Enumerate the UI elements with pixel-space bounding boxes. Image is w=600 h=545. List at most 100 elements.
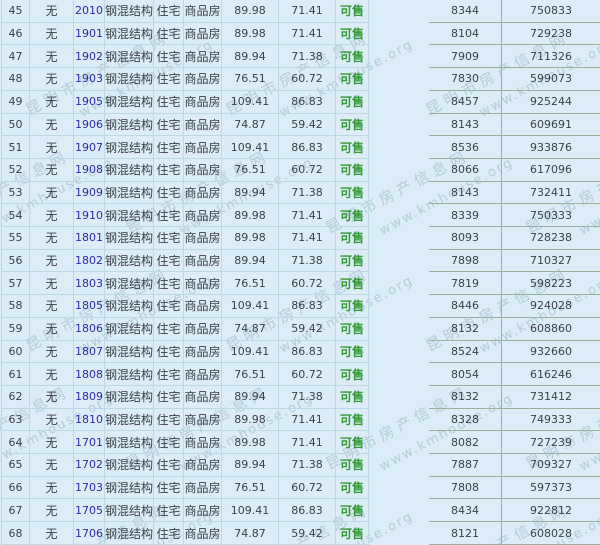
room-number-link[interactable]: 1801 bbox=[74, 227, 105, 249]
cell-unit: 无 bbox=[30, 136, 74, 158]
status-badge: 可售 bbox=[336, 113, 369, 136]
cell-total-price: 933876 bbox=[530, 140, 572, 154]
status-badge: 可售 bbox=[336, 204, 369, 227]
room-number-link[interactable]: 2010 bbox=[74, 0, 105, 22]
cell-usage: 住宅 bbox=[154, 431, 184, 454]
cell-serial-number: 61 bbox=[1, 363, 30, 385]
cell-unit-price: 8446 bbox=[429, 295, 502, 317]
room-number-link[interactable]: 1809 bbox=[74, 385, 105, 408]
cell-serial-number: 54 bbox=[1, 204, 30, 227]
room-number-link[interactable]: 1805 bbox=[74, 295, 105, 317]
cell-usage: 住宅 bbox=[154, 90, 184, 113]
cell-unit-price: 8457 bbox=[429, 90, 502, 113]
room-number-link[interactable]: 1906 bbox=[74, 113, 105, 136]
cell-structure: 钢混结构 bbox=[105, 181, 154, 204]
room-number-link[interactable]: 1705 bbox=[74, 499, 105, 522]
cell-unit-price: 8339 bbox=[429, 204, 502, 227]
cell-usage: 住宅 bbox=[154, 204, 184, 227]
table-row: 65 无 1702 钢混结构 住宅 商品房 89.94 71.38 可售 bbox=[1, 454, 370, 477]
cell-floor-area: 74.87 bbox=[222, 522, 279, 544]
cell-structure: 钢混结构 bbox=[105, 158, 154, 181]
cell-floor-area: 74.87 bbox=[222, 317, 279, 340]
cell-usage: 住宅 bbox=[154, 408, 184, 431]
room-number-link[interactable]: 1701 bbox=[74, 431, 105, 454]
cell-unit-price: 8132 bbox=[429, 317, 502, 340]
cell-category: 商品房 bbox=[184, 0, 222, 22]
status-badge: 可售 bbox=[336, 90, 369, 113]
cell-unit: 无 bbox=[30, 454, 74, 476]
room-number-link[interactable]: 1803 bbox=[74, 272, 105, 295]
cell-structure: 钢混结构 bbox=[105, 363, 154, 385]
room-number-link[interactable]: 1908 bbox=[74, 158, 105, 181]
room-number-link[interactable]: 1807 bbox=[74, 340, 105, 363]
room-number-link[interactable]: 1810 bbox=[74, 408, 105, 431]
cell-inner-area: 71.41 bbox=[279, 22, 336, 45]
cell-floor-area: 89.94 bbox=[222, 45, 279, 68]
status-badge: 可售 bbox=[336, 295, 369, 317]
cell-usage: 住宅 bbox=[154, 295, 184, 317]
cell-usage: 住宅 bbox=[154, 476, 184, 499]
cell-category: 商品房 bbox=[184, 45, 222, 68]
cell-unit: 无 bbox=[30, 317, 74, 340]
cell-usage: 住宅 bbox=[154, 45, 184, 68]
cell-category: 商品房 bbox=[184, 476, 222, 499]
cell-total-price: 729238 bbox=[530, 27, 572, 41]
room-number-link[interactable]: 1907 bbox=[74, 136, 105, 158]
cell-floor-area: 109.41 bbox=[222, 499, 279, 522]
cell-inner-area: 71.38 bbox=[279, 181, 336, 204]
cell-unit: 无 bbox=[30, 22, 74, 45]
price-row: 8328 749333 bbox=[429, 408, 600, 432]
room-number-link[interactable]: 1909 bbox=[74, 181, 105, 204]
cell-total-price: 922812 bbox=[530, 503, 572, 517]
cell-inner-area: 60.72 bbox=[279, 68, 336, 90]
cell-usage: 住宅 bbox=[154, 136, 184, 158]
cell-category: 商品房 bbox=[184, 317, 222, 340]
cell-unit: 无 bbox=[30, 385, 74, 408]
cell-inner-area: 71.41 bbox=[279, 204, 336, 227]
room-number-link[interactable]: 1806 bbox=[74, 317, 105, 340]
cell-structure: 钢混结构 bbox=[105, 272, 154, 295]
cell-floor-area: 109.41 bbox=[222, 90, 279, 113]
room-number-link[interactable]: 1910 bbox=[74, 204, 105, 227]
cell-total-price: 599073 bbox=[530, 72, 572, 86]
price-row: 7898 710327 bbox=[429, 249, 600, 273]
cell-unit: 无 bbox=[30, 295, 74, 317]
price-row: 7830 599073 bbox=[429, 68, 600, 91]
cell-structure: 钢混结构 bbox=[105, 113, 154, 136]
room-number-link[interactable]: 1902 bbox=[74, 45, 105, 68]
cell-unit-price: 8344 bbox=[429, 0, 502, 22]
room-number-link[interactable]: 1706 bbox=[74, 522, 105, 544]
cell-serial-number: 66 bbox=[1, 476, 30, 499]
cell-total-price: 617096 bbox=[530, 163, 572, 177]
cell-unit: 无 bbox=[30, 499, 74, 522]
cell-unit: 无 bbox=[30, 90, 74, 113]
room-number-link[interactable]: 1901 bbox=[74, 22, 105, 45]
room-number-link[interactable]: 1802 bbox=[74, 249, 105, 272]
cell-serial-number: 64 bbox=[1, 431, 30, 454]
room-number-link[interactable]: 1903 bbox=[74, 68, 105, 90]
status-badge: 可售 bbox=[336, 340, 369, 363]
room-number-link[interactable]: 1808 bbox=[74, 363, 105, 385]
cell-total-price: 608860 bbox=[530, 322, 572, 336]
price-row: 8536 933876 bbox=[429, 136, 600, 159]
cell-inner-area: 71.41 bbox=[279, 431, 336, 454]
cell-unit: 无 bbox=[30, 340, 74, 363]
cell-structure: 钢混结构 bbox=[105, 499, 154, 522]
status-badge: 可售 bbox=[336, 431, 369, 454]
cell-serial-number: 47 bbox=[1, 45, 30, 68]
cell-structure: 钢混结构 bbox=[105, 385, 154, 408]
room-number-link[interactable]: 1702 bbox=[74, 454, 105, 476]
cell-inner-area: 71.41 bbox=[279, 0, 336, 22]
cell-floor-area: 109.41 bbox=[222, 295, 279, 317]
cell-serial-number: 67 bbox=[1, 499, 30, 522]
status-badge: 可售 bbox=[336, 22, 369, 45]
table-row: 51 无 1907 钢混结构 住宅 商品房 109.41 86.83 可售 bbox=[1, 136, 370, 159]
cell-usage: 住宅 bbox=[154, 158, 184, 181]
room-number-link[interactable]: 1703 bbox=[74, 476, 105, 499]
table-row: 61 无 1808 钢混结构 住宅 商品房 76.51 60.72 可售 bbox=[1, 363, 370, 386]
cell-category: 商品房 bbox=[184, 227, 222, 249]
cell-structure: 钢混结构 bbox=[105, 45, 154, 68]
cell-category: 商品房 bbox=[184, 499, 222, 522]
room-number-link[interactable]: 1905 bbox=[74, 90, 105, 113]
cell-structure: 钢混结构 bbox=[105, 227, 154, 249]
